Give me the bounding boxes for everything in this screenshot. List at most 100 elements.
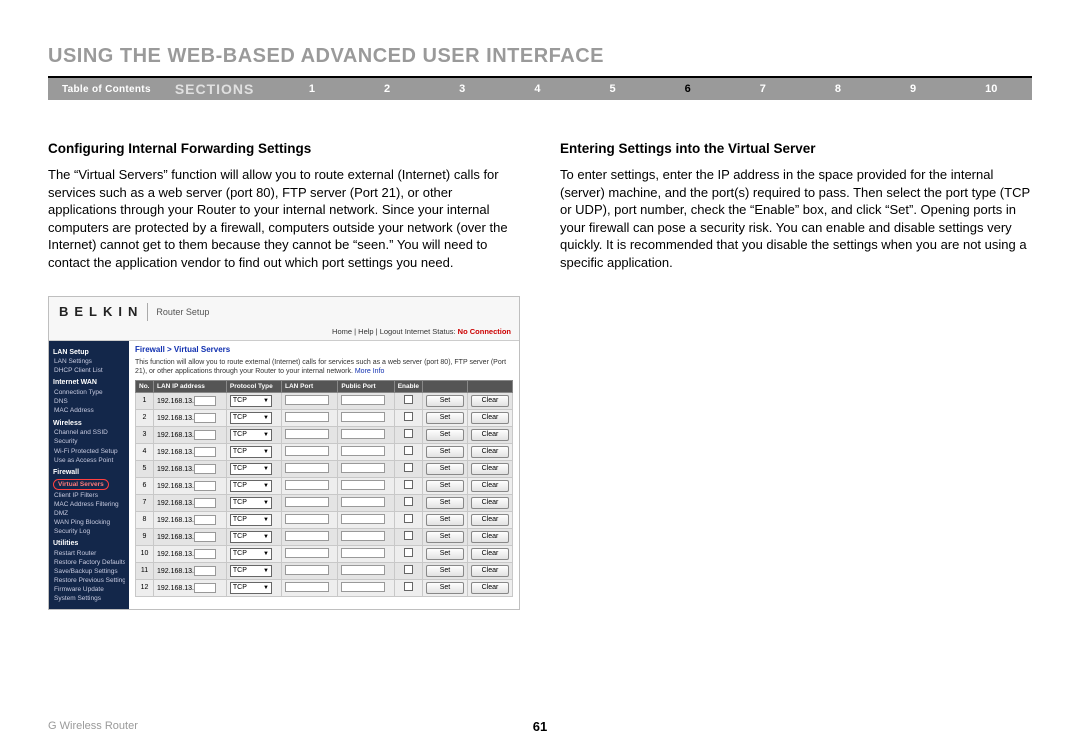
clear-button[interactable]: Clear xyxy=(471,429,509,441)
public-port-input[interactable] xyxy=(341,548,385,558)
public-port-input[interactable] xyxy=(341,582,385,592)
enable-checkbox[interactable] xyxy=(404,463,413,472)
lan-port-input[interactable] xyxy=(285,565,329,575)
protocol-select[interactable]: TCP▼ xyxy=(230,514,272,526)
enable-checkbox[interactable] xyxy=(404,531,413,540)
ip-input[interactable] xyxy=(194,447,216,457)
nav-toc[interactable]: Table of Contents xyxy=(48,84,165,95)
clear-button[interactable]: Clear xyxy=(471,395,509,407)
set-button[interactable]: Set xyxy=(426,497,464,509)
public-port-input[interactable] xyxy=(341,514,385,524)
ip-input[interactable] xyxy=(194,464,216,474)
sidebar-item[interactable]: Connection Type xyxy=(53,388,125,397)
enable-checkbox[interactable] xyxy=(404,412,413,421)
lan-port-input[interactable] xyxy=(285,514,329,524)
lan-port-input[interactable] xyxy=(285,463,329,473)
protocol-select[interactable]: TCP▼ xyxy=(230,531,272,543)
public-port-input[interactable] xyxy=(341,446,385,456)
protocol-select[interactable]: TCP▼ xyxy=(230,395,272,407)
ip-input[interactable] xyxy=(194,396,216,406)
nav-num-6[interactable]: 6 xyxy=(679,83,697,95)
sidebar-item[interactable]: System Settings xyxy=(53,594,125,603)
set-button[interactable]: Set xyxy=(426,412,464,424)
sidebar-item[interactable]: Restart Router xyxy=(53,549,125,558)
public-port-input[interactable] xyxy=(341,429,385,439)
sidebar-item[interactable]: Restore Previous Settings xyxy=(53,576,125,585)
ip-input[interactable] xyxy=(194,583,216,593)
set-button[interactable]: Set xyxy=(426,395,464,407)
public-port-input[interactable] xyxy=(341,412,385,422)
clear-button[interactable]: Clear xyxy=(471,463,509,475)
sidebar-item[interactable]: DHCP Client List xyxy=(53,366,125,375)
ip-input[interactable] xyxy=(194,413,216,423)
ip-input[interactable] xyxy=(194,515,216,525)
sidebar-item[interactable]: Client IP Filters xyxy=(53,491,125,500)
clear-button[interactable]: Clear xyxy=(471,548,509,560)
enable-checkbox[interactable] xyxy=(404,395,413,404)
lan-port-input[interactable] xyxy=(285,497,329,507)
sidebar-item[interactable]: WAN Ping Blocking xyxy=(53,518,125,527)
public-port-input[interactable] xyxy=(341,497,385,507)
protocol-select[interactable]: TCP▼ xyxy=(230,480,272,492)
protocol-select[interactable]: TCP▼ xyxy=(230,565,272,577)
lan-port-input[interactable] xyxy=(285,429,329,439)
set-button[interactable]: Set xyxy=(426,446,464,458)
nav-num-7[interactable]: 7 xyxy=(754,83,772,95)
ip-input[interactable] xyxy=(194,532,216,542)
clear-button[interactable]: Clear xyxy=(471,565,509,577)
sidebar-item[interactable]: MAC Address xyxy=(53,406,125,415)
public-port-input[interactable] xyxy=(341,463,385,473)
ip-input[interactable] xyxy=(194,566,216,576)
clear-button[interactable]: Clear xyxy=(471,480,509,492)
sidebar-item[interactable]: Wi-Fi Protected Setup xyxy=(53,447,125,456)
lan-port-input[interactable] xyxy=(285,531,329,541)
sidebar-item[interactable]: DNS xyxy=(53,397,125,406)
set-button[interactable]: Set xyxy=(426,429,464,441)
public-port-input[interactable] xyxy=(341,531,385,541)
sidebar-item[interactable]: Restore Factory Defaults xyxy=(53,558,125,567)
ip-input[interactable] xyxy=(194,430,216,440)
public-port-input[interactable] xyxy=(341,480,385,490)
clear-button[interactable]: Clear xyxy=(471,531,509,543)
sidebar-item[interactable]: MAC Address Filtering xyxy=(53,500,125,509)
clear-button[interactable]: Clear xyxy=(471,446,509,458)
protocol-select[interactable]: TCP▼ xyxy=(230,412,272,424)
sidebar-item[interactable]: Save/Backup Settings xyxy=(53,567,125,576)
clear-button[interactable]: Clear xyxy=(471,514,509,526)
enable-checkbox[interactable] xyxy=(404,548,413,557)
sidebar-item[interactable]: Firmware Update xyxy=(53,585,125,594)
ip-input[interactable] xyxy=(194,498,216,508)
sidebar-item[interactable]: Virtual Servers xyxy=(53,479,109,490)
lan-port-input[interactable] xyxy=(285,446,329,456)
nav-num-5[interactable]: 5 xyxy=(603,83,621,95)
clear-button[interactable]: Clear xyxy=(471,412,509,424)
lan-port-input[interactable] xyxy=(285,412,329,422)
set-button[interactable]: Set xyxy=(426,565,464,577)
sidebar-item[interactable]: Channel and SSID xyxy=(53,428,125,437)
lan-port-input[interactable] xyxy=(285,480,329,490)
ip-input[interactable] xyxy=(194,549,216,559)
protocol-select[interactable]: TCP▼ xyxy=(230,497,272,509)
set-button[interactable]: Set xyxy=(426,480,464,492)
protocol-select[interactable]: TCP▼ xyxy=(230,463,272,475)
protocol-select[interactable]: TCP▼ xyxy=(230,548,272,560)
enable-checkbox[interactable] xyxy=(404,582,413,591)
enable-checkbox[interactable] xyxy=(404,514,413,523)
set-button[interactable]: Set xyxy=(426,548,464,560)
enable-checkbox[interactable] xyxy=(404,480,413,489)
enable-checkbox[interactable] xyxy=(404,429,413,438)
public-port-input[interactable] xyxy=(341,565,385,575)
sidebar-item[interactable]: DMZ xyxy=(53,509,125,518)
clear-button[interactable]: Clear xyxy=(471,497,509,509)
enable-checkbox[interactable] xyxy=(404,497,413,506)
ip-input[interactable] xyxy=(194,481,216,491)
sidebar-item[interactable]: Security xyxy=(53,437,125,446)
protocol-select[interactable]: TCP▼ xyxy=(230,446,272,458)
nav-num-4[interactable]: 4 xyxy=(528,83,546,95)
nav-num-2[interactable]: 2 xyxy=(378,83,396,95)
nav-num-9[interactable]: 9 xyxy=(904,83,922,95)
public-port-input[interactable] xyxy=(341,395,385,405)
enable-checkbox[interactable] xyxy=(404,446,413,455)
sidebar-item[interactable]: LAN Settings xyxy=(53,357,125,366)
nav-num-1[interactable]: 1 xyxy=(303,83,321,95)
